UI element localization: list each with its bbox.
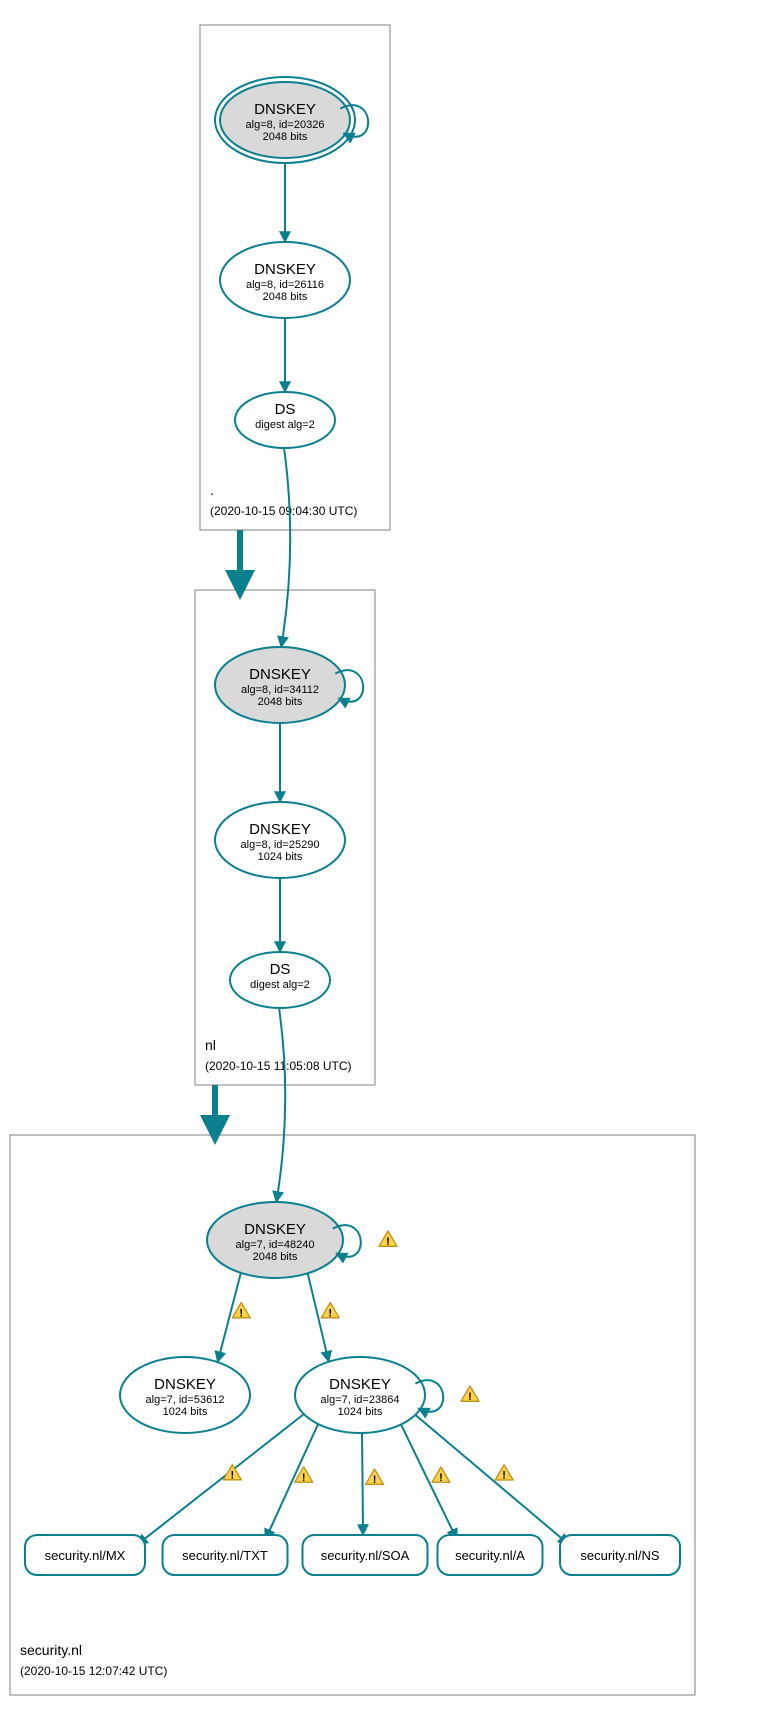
svg-text:!: !	[386, 1236, 390, 1248]
svg-text:!: !	[231, 1470, 235, 1482]
edge-rootDS-nlKSK	[281, 448, 290, 647]
warning-icon: !	[223, 1465, 241, 1482]
rr-a: security.nl/A	[438, 1535, 543, 1575]
svg-text:1024 bits: 1024 bits	[258, 851, 303, 863]
node-nlKSK: DNSKEYalg=8, id=341122048 bits	[215, 647, 363, 723]
svg-text:alg=7, id=53612: alg=7, id=53612	[146, 1394, 225, 1406]
node-rootZSK: DNSKEYalg=8, id=261162048 bits	[220, 242, 350, 318]
edge-secZSK2-mx	[137, 1414, 304, 1545]
warning-icon: !	[461, 1386, 479, 1403]
node-secZSK1: DNSKEYalg=7, id=536121024 bits	[120, 1357, 250, 1433]
svg-text:2048 bits: 2048 bits	[253, 1251, 298, 1263]
node-nlDS: DSdigest alg=2	[230, 952, 330, 1008]
svg-text:!: !	[439, 1472, 443, 1484]
svg-text:DNSKEY: DNSKEY	[154, 1376, 216, 1393]
svg-text:1024 bits: 1024 bits	[338, 1406, 383, 1418]
zone-label: security.nl	[20, 1642, 82, 1658]
svg-text:!: !	[239, 1308, 243, 1320]
svg-text:DNSKEY: DNSKEY	[254, 261, 316, 278]
svg-text:2048 bits: 2048 bits	[258, 696, 303, 708]
svg-text:1024 bits: 1024 bits	[163, 1406, 208, 1418]
svg-text:alg=8, id=34112: alg=8, id=34112	[241, 684, 319, 696]
svg-text:!: !	[502, 1470, 506, 1482]
edge-secZSK2-soa	[362, 1433, 363, 1535]
svg-text:!: !	[373, 1474, 377, 1486]
svg-text:DNSKEY: DNSKEY	[329, 1376, 391, 1393]
svg-text:security.nl/SOA: security.nl/SOA	[321, 1548, 410, 1563]
svg-text:alg=8, id=26116: alg=8, id=26116	[246, 279, 324, 291]
zone-timestamp: (2020-10-15 09:04:30 UTC)	[210, 504, 357, 518]
svg-text:!: !	[468, 1391, 472, 1403]
svg-text:DNSKEY: DNSKEY	[249, 666, 311, 683]
svg-text:DNSKEY: DNSKEY	[254, 101, 316, 118]
svg-text:digest alg=2: digest alg=2	[250, 979, 310, 991]
edge-nlDS-secKSK	[276, 1008, 285, 1202]
svg-text:alg=8, id=25290: alg=8, id=25290	[241, 839, 320, 851]
rr-ns: security.nl/NS	[560, 1535, 680, 1575]
svg-text:2048 bits: 2048 bits	[263, 291, 308, 303]
rr-mx: security.nl/MX	[25, 1535, 145, 1575]
warning-icon: !	[321, 1303, 339, 1320]
svg-text:security.nl/MX: security.nl/MX	[45, 1548, 126, 1563]
svg-text:!: !	[328, 1308, 332, 1320]
svg-text:security.nl/TXT: security.nl/TXT	[182, 1548, 268, 1563]
node-secZSK2: DNSKEYalg=7, id=238641024 bits	[295, 1357, 443, 1433]
zone-label: .	[210, 482, 214, 498]
node-secKSK: DNSKEYalg=7, id=482402048 bits	[207, 1202, 361, 1278]
warning-icon: !	[432, 1467, 450, 1484]
svg-text:!: !	[302, 1472, 306, 1484]
zone-label: nl	[205, 1037, 216, 1053]
zone-timestamp: (2020-10-15 11:05:08 UTC)	[205, 1059, 352, 1073]
svg-text:DS: DS	[275, 401, 296, 418]
svg-text:2048 bits: 2048 bits	[263, 131, 308, 143]
zone-timestamp: (2020-10-15 12:07:42 UTC)	[20, 1664, 167, 1678]
dnssec-diagram: . (2020-10-15 09:04:30 UTC) nl (2020-10-15 …	[0, 0, 767, 1721]
node-rootKSK: DNSKEYalg=8, id=203262048 bits	[215, 77, 368, 163]
warning-icon: !	[495, 1465, 513, 1482]
warning-icon: !	[232, 1303, 250, 1320]
svg-text:security.nl/NS: security.nl/NS	[580, 1548, 660, 1563]
svg-text:DS: DS	[270, 961, 291, 978]
node-rootDS: DSdigest alg=2	[235, 392, 335, 448]
svg-text:alg=8, id=20326: alg=8, id=20326	[246, 119, 325, 131]
node-nlZSK: DNSKEYalg=8, id=252901024 bits	[215, 802, 345, 878]
svg-text:security.nl/A: security.nl/A	[455, 1548, 525, 1563]
svg-text:DNSKEY: DNSKEY	[249, 821, 311, 838]
svg-text:DNSKEY: DNSKEY	[244, 1221, 306, 1238]
rr-txt: security.nl/TXT	[163, 1535, 288, 1575]
svg-text:digest alg=2: digest alg=2	[255, 419, 315, 431]
svg-text:alg=7, id=23864: alg=7, id=23864	[321, 1394, 400, 1406]
rr-soa: security.nl/SOA	[303, 1535, 428, 1575]
warning-icon: !	[366, 1469, 384, 1486]
warning-icon: !	[379, 1231, 397, 1248]
svg-text:alg=7, id=48240: alg=7, id=48240	[236, 1239, 315, 1251]
